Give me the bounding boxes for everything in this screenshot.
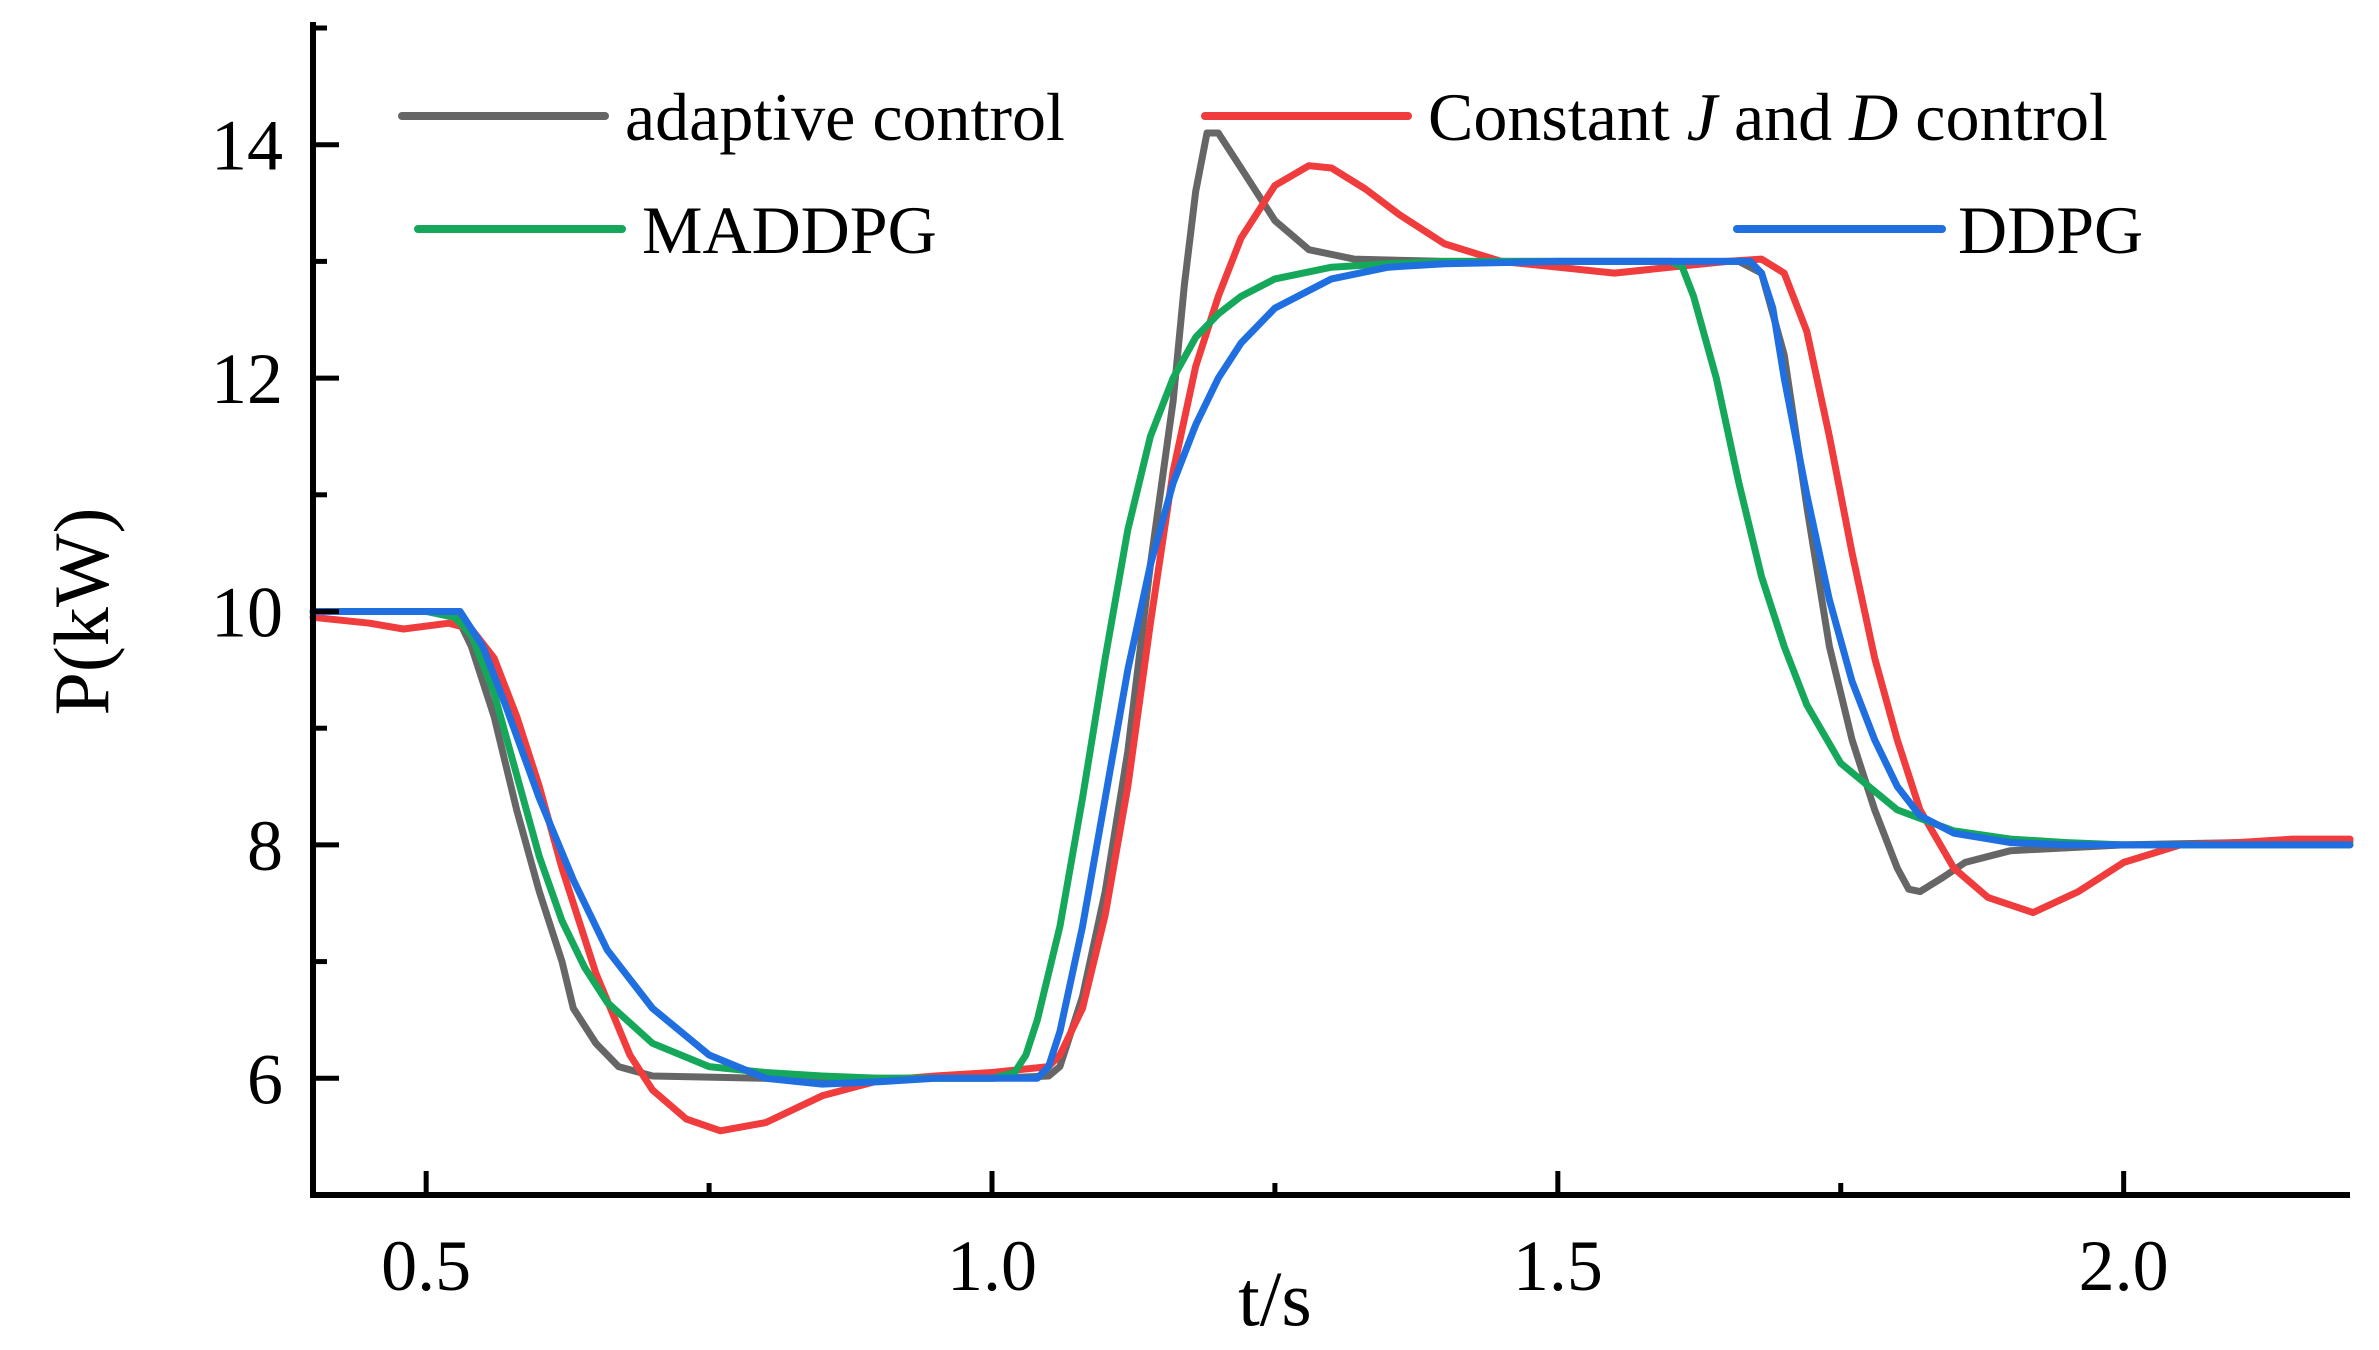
- legend-entry-label: DDPG: [1958, 192, 2143, 268]
- legend-entry-part: J: [1687, 79, 1720, 155]
- x-tick-label: 2.0: [2079, 1226, 2169, 1306]
- x-tick-label: 0.5: [381, 1226, 471, 1306]
- x-tick-label: 1.5: [1513, 1226, 1603, 1306]
- legend-entry-part: Constant: [1428, 79, 1687, 155]
- legend-entry-part: control: [1898, 79, 2108, 155]
- legend-entry-part: D: [1848, 79, 1898, 155]
- y-tick-label: 8: [247, 806, 283, 886]
- legend-entry-part: and: [1717, 79, 1849, 155]
- series-line-ddpg: [309, 257, 2354, 1088]
- series-line-maddpg: [309, 257, 2354, 1082]
- series-line-adaptive-control: [309, 129, 2354, 1082]
- series-line-constant-j-and-d-control: [309, 162, 2354, 1135]
- legend-entry-label: adaptive control: [625, 79, 1065, 155]
- y-tick-label: 10: [211, 573, 283, 653]
- legend-entry-label: MADDPG: [642, 192, 937, 268]
- axes-layer: 0.5 1.0 1.5 2.0 6 8 10 12 14 t/s P(kW): [38, 22, 2350, 1342]
- y-tick-label: 12: [211, 339, 283, 419]
- x-axis-label: t/s: [1238, 1255, 1312, 1342]
- y-axis-label: P(kW): [38, 508, 125, 716]
- legend-entry-label: Constant J and D control: [1428, 79, 2108, 155]
- x-tick-label: 1.0: [947, 1226, 1037, 1306]
- legend: adaptive control Constant J and D control…: [398, 79, 2143, 268]
- y-tick-label: 14: [211, 106, 283, 186]
- series-layer: [309, 129, 2354, 1135]
- y-tick-label: 6: [247, 1039, 283, 1119]
